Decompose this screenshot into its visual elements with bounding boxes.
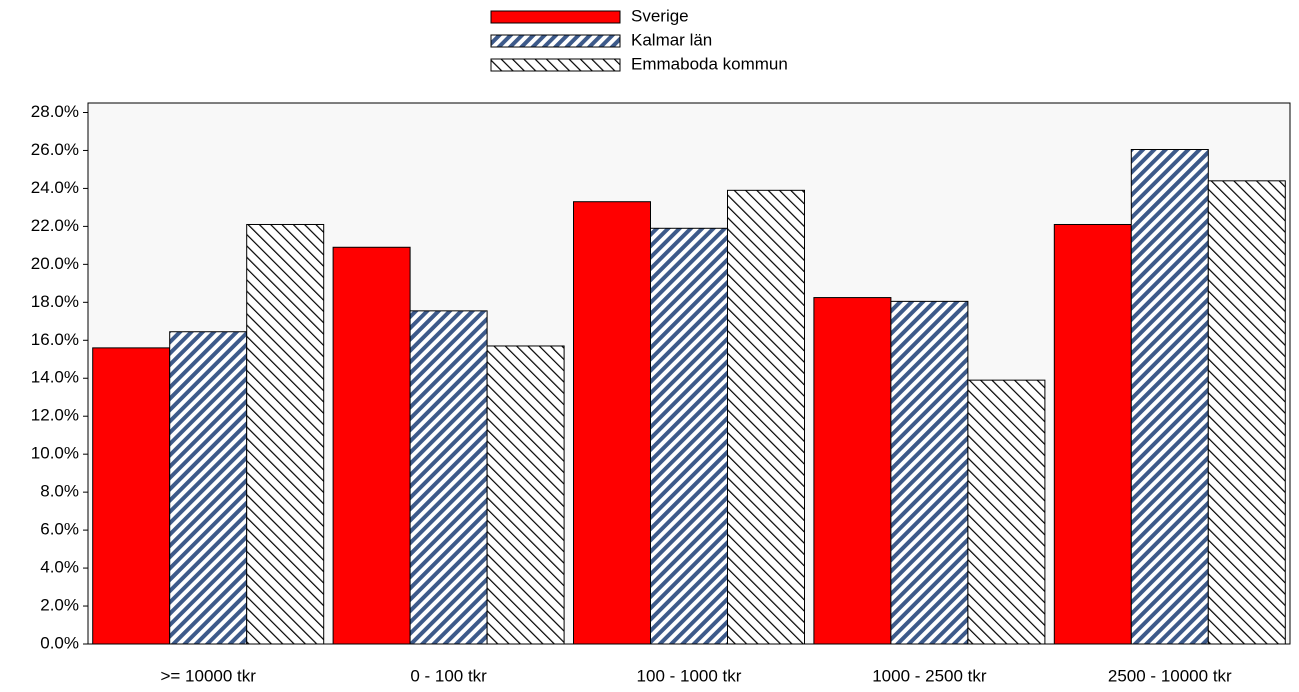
- bar: [650, 227, 728, 645]
- x-tick-label: 100 - 1000 tkr: [637, 666, 742, 685]
- x-tick-label: 0 - 100 tkr: [410, 666, 487, 685]
- y-tick-label: 8.0%: [40, 482, 79, 501]
- y-tick-label: 0.0%: [40, 633, 79, 652]
- y-tick-label: 26.0%: [31, 140, 79, 159]
- legend-label: Kalmar län: [631, 30, 712, 49]
- y-tick-label: 6.0%: [40, 520, 79, 539]
- y-tick-label: 14.0%: [31, 368, 79, 387]
- bar: [573, 201, 651, 645]
- bar: [246, 223, 325, 645]
- x-tick-label: 2500 - 10000 tkr: [1108, 666, 1232, 685]
- y-tick-label: 10.0%: [31, 444, 79, 463]
- x-tick-label: >= 10000 tkr: [160, 666, 256, 685]
- bar: [332, 246, 411, 645]
- bar: [727, 189, 805, 645]
- y-tick-label: 2.0%: [40, 596, 79, 615]
- legend-swatch: [490, 10, 621, 24]
- bar: [1053, 223, 1132, 645]
- y-tick-label: 22.0%: [31, 216, 79, 235]
- bar: [409, 310, 488, 645]
- bar: [967, 379, 1046, 645]
- bar: [813, 297, 892, 645]
- bar: [890, 300, 969, 645]
- bar: [92, 347, 171, 645]
- bar: [169, 331, 248, 645]
- y-tick-label: 18.0%: [31, 292, 79, 311]
- y-tick-label: 12.0%: [31, 406, 79, 425]
- bar: [1207, 180, 1286, 645]
- y-tick-label: 16.0%: [31, 330, 79, 349]
- y-tick-label: 24.0%: [31, 178, 79, 197]
- legend-label: Sverige: [631, 6, 689, 25]
- y-tick-label: 28.0%: [31, 102, 79, 121]
- bar: [1130, 149, 1209, 645]
- legend-label: Emmaboda kommun: [631, 54, 788, 73]
- y-tick-label: 4.0%: [40, 558, 79, 577]
- legend-swatch: [490, 34, 621, 48]
- x-tick-label: 1000 - 2500 tkr: [872, 666, 987, 685]
- bar: [486, 345, 565, 645]
- legend-swatch: [490, 58, 621, 72]
- y-tick-label: 20.0%: [31, 254, 79, 273]
